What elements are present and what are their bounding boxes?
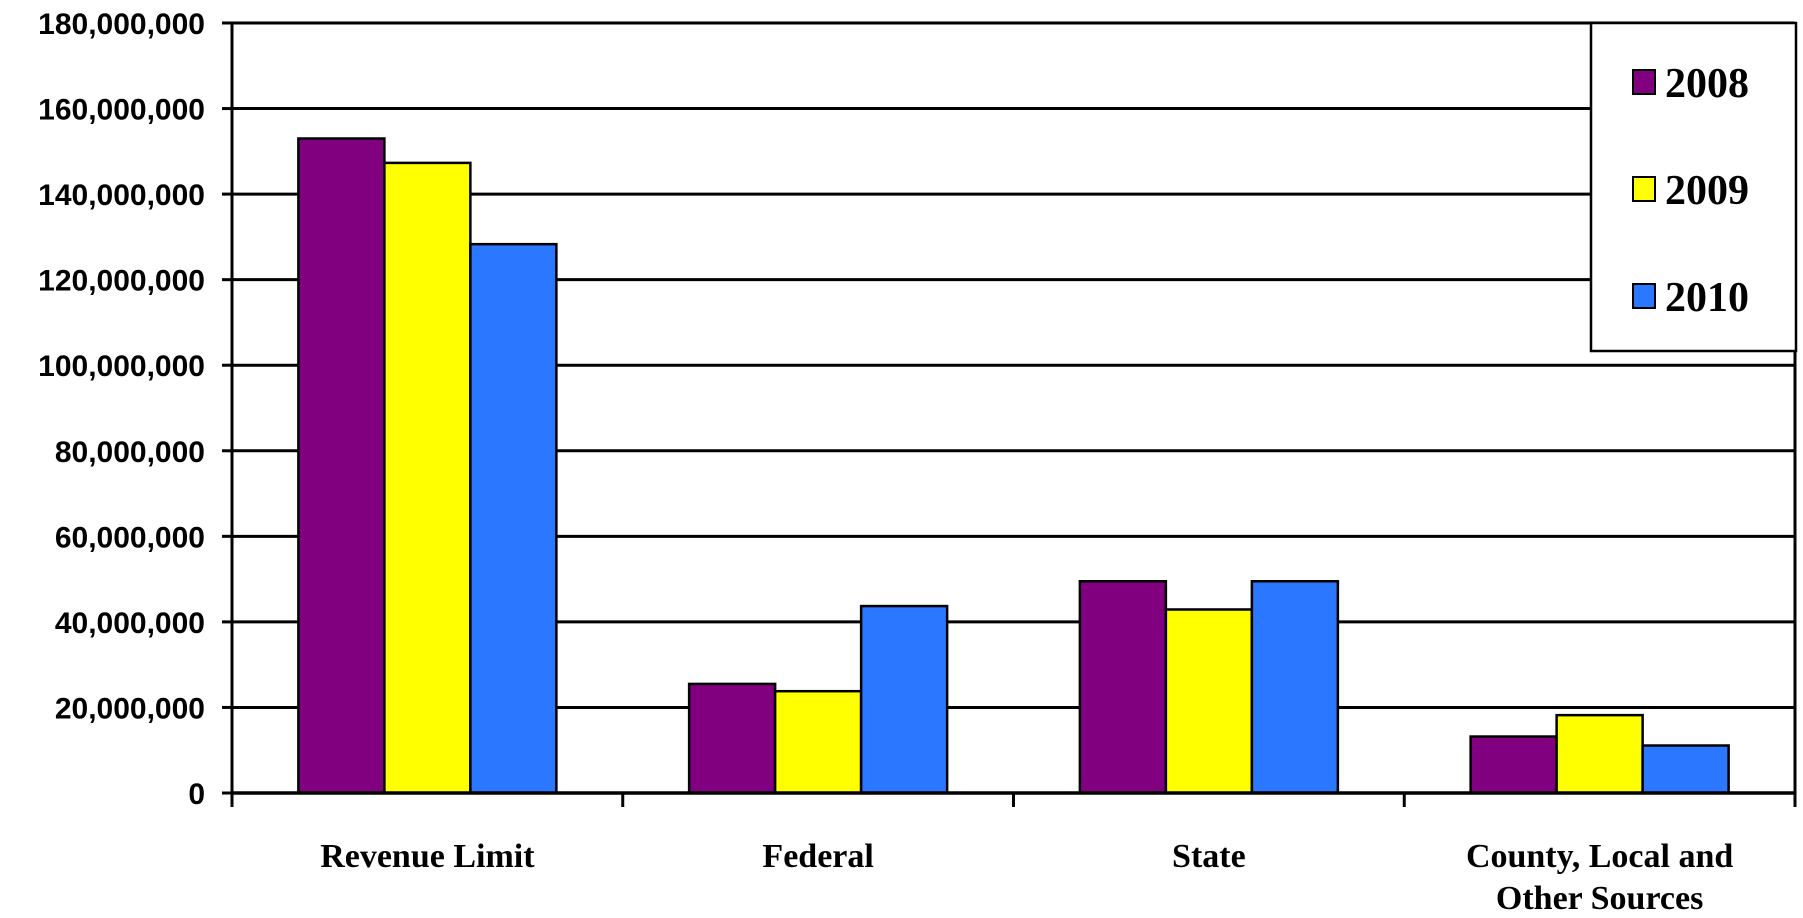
y-tick-label: 20,000,000 (55, 692, 205, 725)
y-tick-label: 60,000,000 (55, 521, 205, 554)
y-tick-label: 80,000,000 (55, 436, 205, 469)
bar-2009-4 (1555, 713, 1644, 795)
bar-2010-4 (1641, 744, 1730, 795)
legend-label-2010: 2010 (1665, 275, 1749, 321)
bar-2010-2 (859, 604, 949, 795)
y-tick-label: 100,000,000 (38, 350, 205, 383)
x-axis-ticks: Revenue Limit Federal State County, Local a… (320, 838, 1733, 917)
y-axis-ticks: 0 20,000,000 40,000,000 60,000,000 80,000,00… (38, 8, 205, 811)
legend-swatch-2008 (1632, 69, 1656, 95)
legend-swatch-2009 (1632, 176, 1656, 202)
y-tick-label: 160,000,000 (38, 94, 205, 127)
legend-box (1589, 21, 1798, 353)
bar-2009-2 (773, 689, 863, 795)
bar-2008-1 (297, 137, 386, 795)
x-tick-label: State (1172, 838, 1246, 875)
legend-swatch-2010 (1632, 283, 1656, 309)
bar-2008-4 (1469, 735, 1558, 795)
bar-2010-1 (469, 242, 558, 795)
legend: 2008 2009 2010 (1589, 21, 1798, 353)
x-tick-label: Revenue Limit (320, 838, 535, 875)
bar-2009-3 (1164, 608, 1254, 795)
legend-label-2009: 2009 (1665, 168, 1749, 214)
y-tick-label: 40,000,000 (55, 607, 205, 640)
legend-label-2008: 2008 (1665, 61, 1749, 107)
y-tick-label: 140,000,000 (38, 179, 205, 212)
x-tick-label: Federal (762, 838, 873, 875)
y-tick-label: 0 (188, 778, 205, 811)
y-tick-label: 180,000,000 (38, 8, 205, 41)
x-tick-label: County, Local and (1466, 838, 1733, 875)
x-tick-label: Other Sources (1496, 880, 1703, 917)
bars (297, 137, 1730, 795)
bar-2008-2 (687, 682, 777, 795)
bar-2010-3 (1250, 580, 1340, 795)
bar-2009-1 (383, 161, 472, 795)
y-tick-label: 120,000,000 (38, 265, 205, 298)
bar-2008-3 (1078, 580, 1168, 795)
